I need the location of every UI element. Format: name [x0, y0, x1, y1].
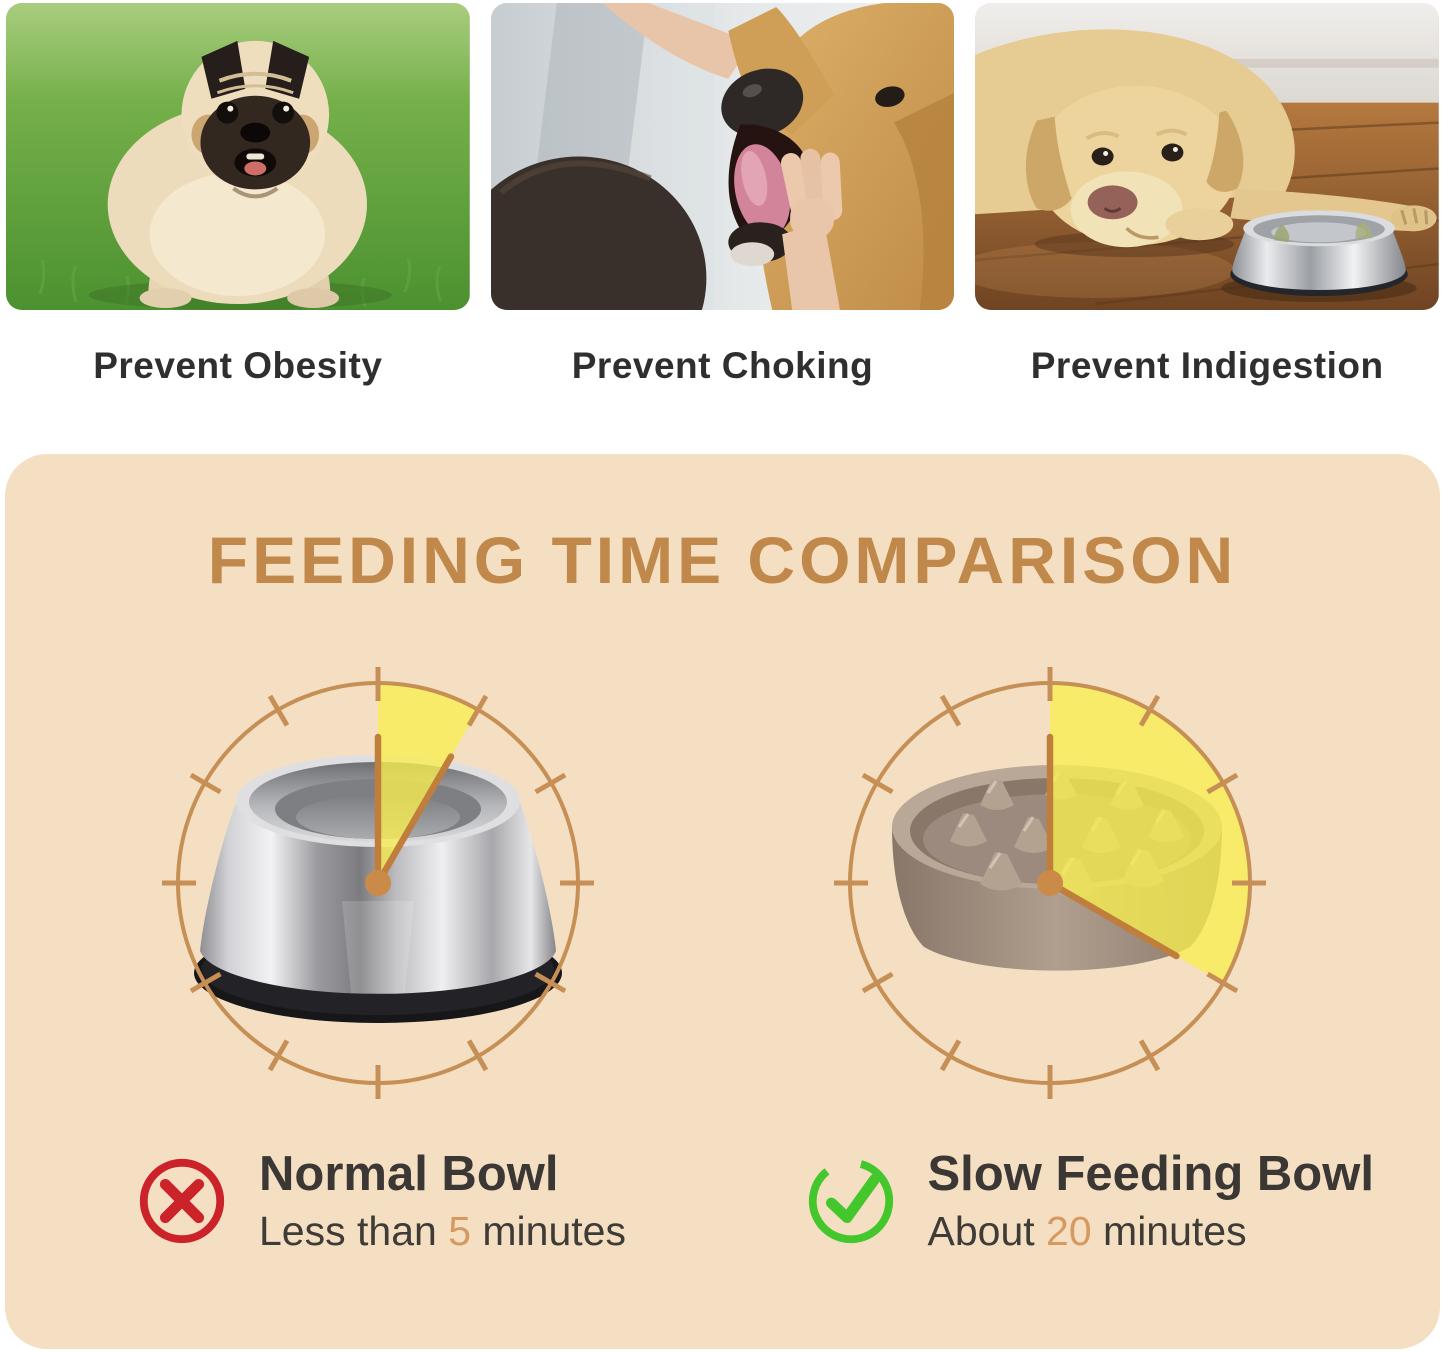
verdict-detail: About 20 minutes: [927, 1207, 1247, 1254]
pug-on-grass-illustration: [6, 3, 470, 310]
slow-bowl-clock: [834, 667, 1267, 1099]
pug: [88, 40, 392, 310]
minutes-value: 5: [448, 1207, 471, 1254]
verdict-name: Slow Feeding Bowl: [927, 1147, 1374, 1201]
benefit-caption-choking: Prevent Choking: [571, 345, 874, 386]
feeding-comparison-panel: FEEDING TIME COMPARISON: [5, 454, 1440, 1349]
clock-ticks: [834, 667, 1267, 1099]
owner-arm: [602, 3, 752, 79]
cross-icon: [133, 1152, 231, 1250]
lying-labrador: [975, 29, 1438, 258]
benefit-caption-obesity: Prevent Obesity: [93, 345, 383, 386]
normal-bowl-clock: [161, 667, 594, 1099]
owner-hair: [490, 156, 707, 310]
clock-center-dot: [1037, 870, 1064, 896]
minute-hand-end: [374, 753, 454, 887]
checking-dog-mouth-photo: [490, 3, 955, 310]
minutes-value: 20: [1046, 1207, 1092, 1254]
verdict-name: Normal Bowl: [259, 1147, 559, 1201]
verdict-row: Normal Bowl Less than 5 minutes: [5, 1147, 1440, 1254]
steel-bowl: [1221, 210, 1418, 303]
lying-dog-illustration: [975, 3, 1440, 310]
owner-hand: [780, 148, 842, 310]
benefit-card-choking: Prevent Choking: [490, 3, 955, 386]
benefit-caption-indigestion: Prevent Indigestion: [1030, 345, 1384, 386]
benefit-photos: Prevent Obesity: [0, 0, 1445, 384]
minute-hand-end: [1047, 879, 1180, 960]
mouth-check-illustration: [490, 3, 955, 310]
twenty-minute-wedge: [1050, 683, 1251, 983]
benefit-card-indigestion: Prevent Indigestion: [975, 3, 1440, 386]
clock-center-dot: [364, 870, 391, 896]
panel-title: FEEDING TIME COMPARISON: [207, 523, 1238, 597]
slow-bowl-verdict: Slow Feeding Bowl About 20 minutes: [802, 1147, 1374, 1254]
five-minute-wedge: [377, 683, 478, 883]
clock-diagrams: [5, 663, 1440, 1103]
clock-ticks: [161, 667, 594, 1099]
dog-beside-bowl-photo: [975, 3, 1440, 310]
check-icon: [802, 1152, 900, 1250]
benefit-card-obesity: Prevent Obesity: [6, 3, 470, 384]
normal-bowl-verdict: Normal Bowl Less than 5 minutes: [133, 1147, 626, 1254]
verdict-detail: Less than 5 minutes: [259, 1207, 626, 1254]
overweight-pug-photo: [6, 3, 470, 310]
